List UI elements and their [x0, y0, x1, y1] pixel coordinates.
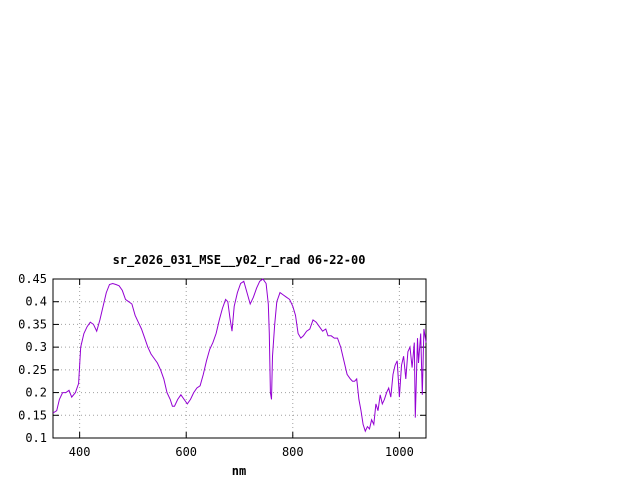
y-tick-label: 0.4 — [25, 295, 47, 309]
y-tick-label: 0.25 — [18, 363, 47, 377]
series-line — [52, 278, 427, 433]
x-axis-label: nm — [232, 464, 246, 478]
y-tick-label: 0.35 — [18, 317, 47, 331]
x-tick-label: 800 — [282, 445, 304, 459]
x-tick-label: 400 — [69, 445, 91, 459]
y-tick-label: 0.3 — [25, 340, 47, 354]
grid-lines — [53, 279, 426, 438]
x-tick-label: 1000 — [385, 445, 414, 459]
y-tick-label: 0.2 — [25, 386, 47, 400]
plot-frame — [52, 278, 427, 439]
x-tick-label: 600 — [175, 445, 197, 459]
y-tick-label: 0.1 — [25, 431, 47, 445]
y-tick-label: 0.45 — [18, 272, 47, 286]
chart-title: sr_2026_031_MSE__y02_r_rad 06-22-00 — [113, 253, 366, 268]
y-tick-label: 0.15 — [18, 408, 47, 422]
axis-ticks: 0.1 0.15 0.2 0.25 0.3 0.35 0.4 0.45 400 600 800 100… — [18, 272, 426, 459]
series-layer — [52, 278, 427, 433]
